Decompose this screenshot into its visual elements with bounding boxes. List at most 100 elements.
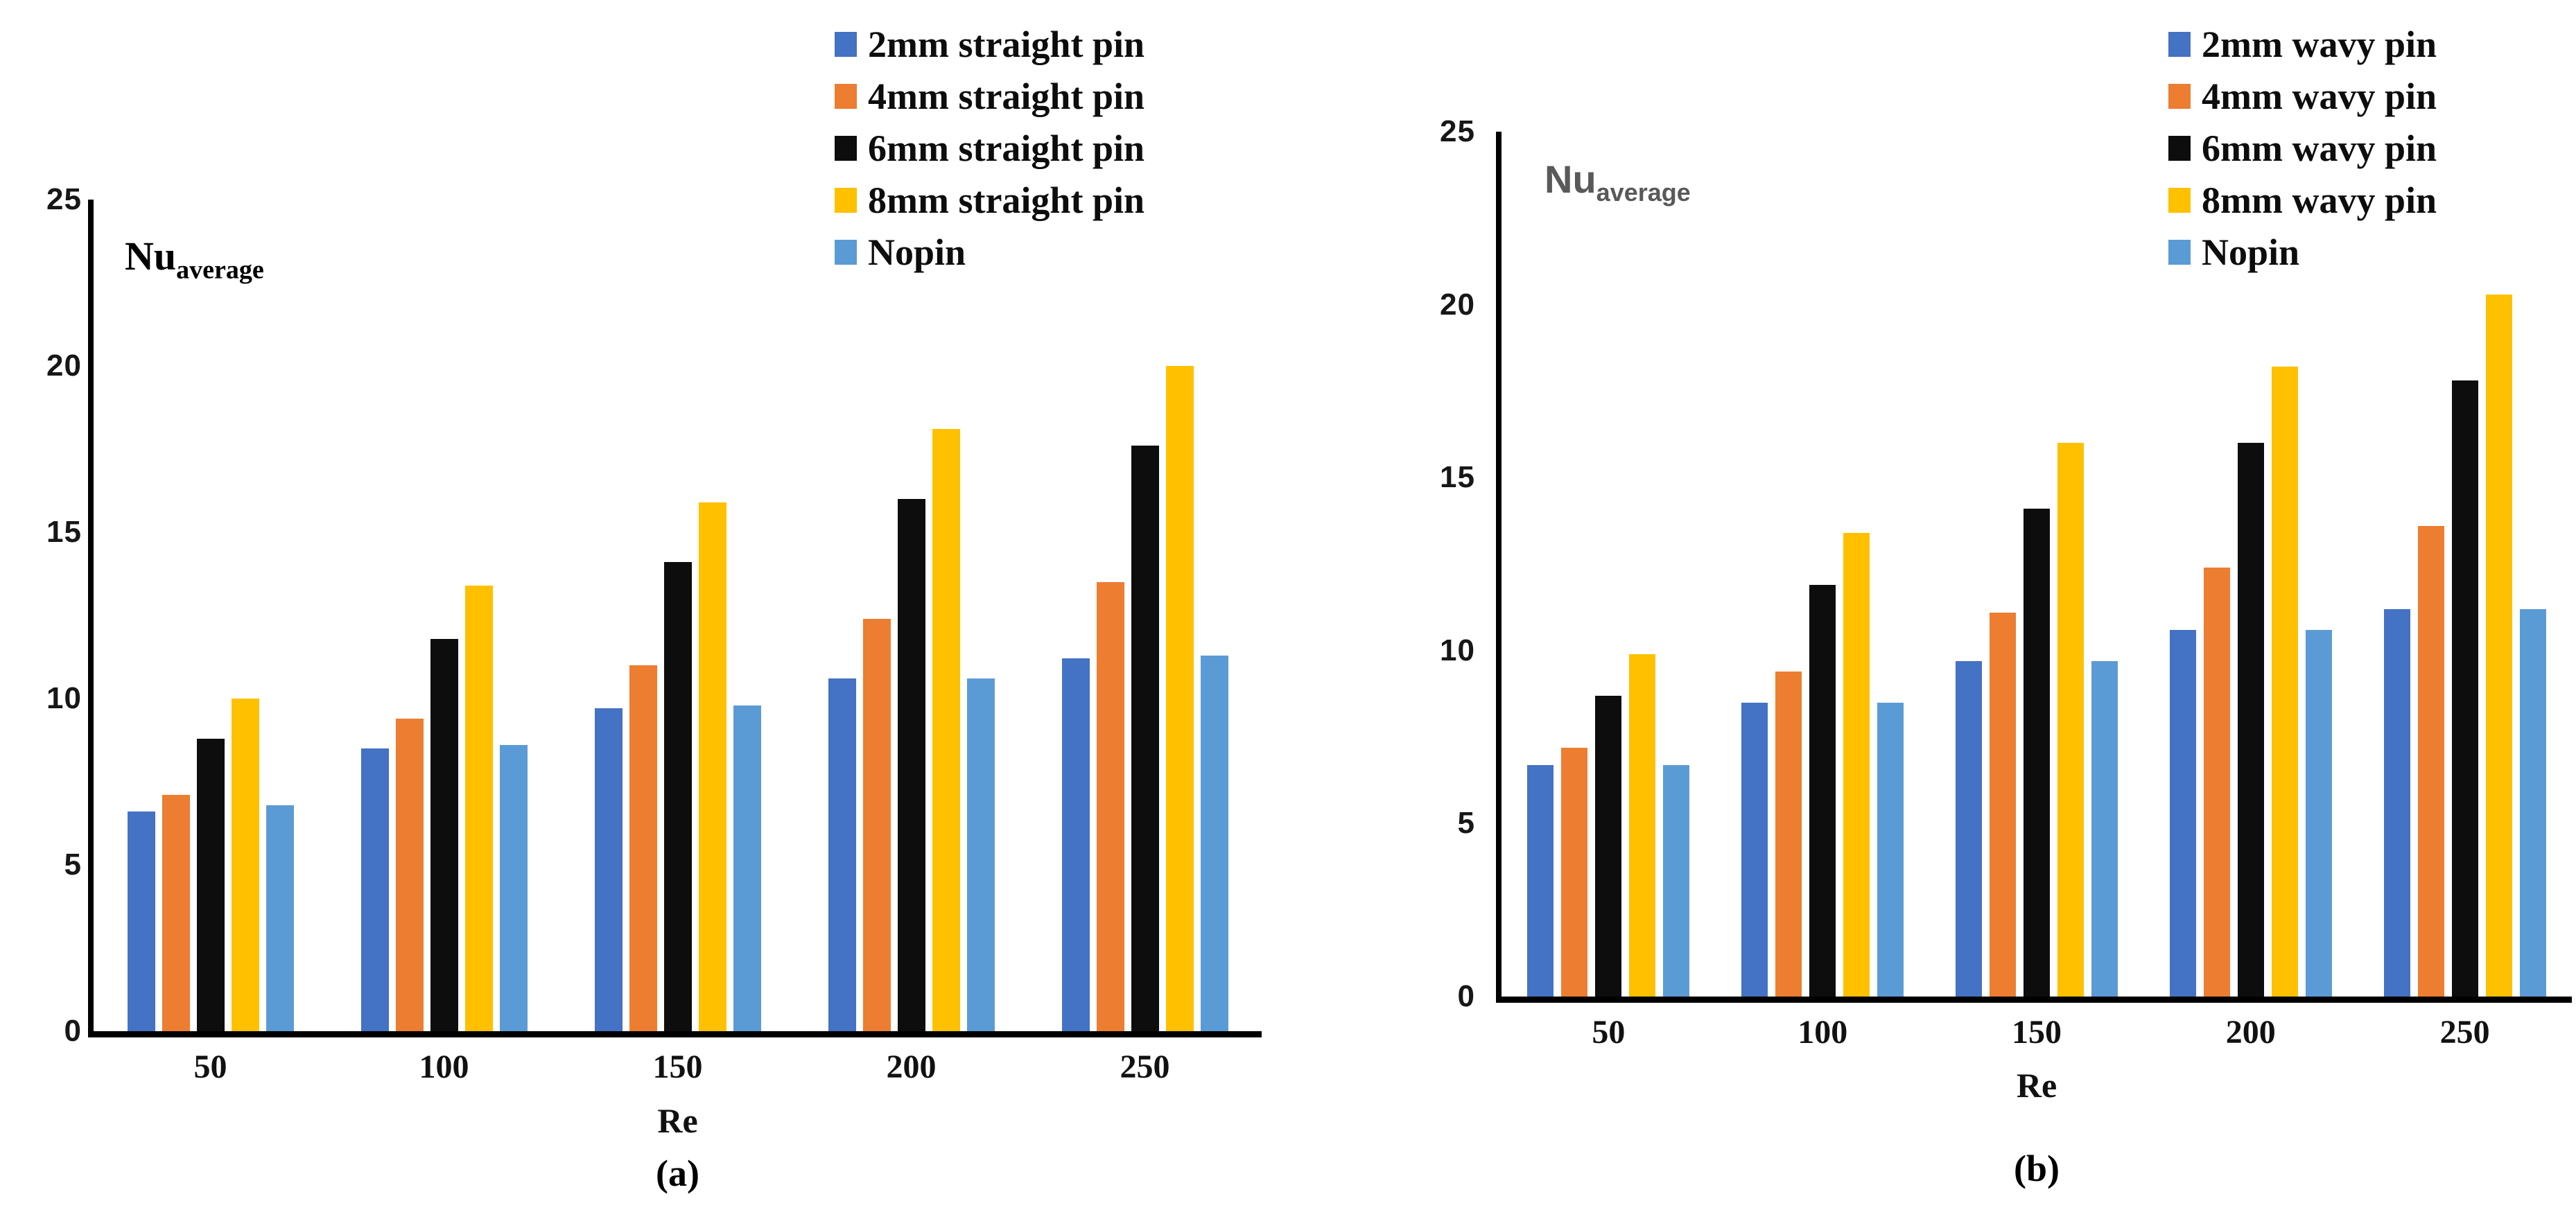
x-axis-tick-labels: 50 100 150 200 250	[94, 1048, 1262, 1086]
legend-swatch-icon	[2168, 187, 2191, 213]
plot-area	[88, 200, 1262, 1037]
y-axis-title-base: Nu	[125, 234, 177, 279]
x-tick-label-200: 200	[886, 1049, 937, 1085]
bar-2mm-straight-pin-re-50	[127, 812, 155, 1031]
bar-4mm-straight-pin-re-250	[1096, 582, 1124, 1031]
bar-nopin-re-100	[1877, 703, 1904, 997]
legend-item-4mm-wavy-pin: 4mm wavy pin	[2168, 70, 2437, 122]
bar-4mm-wavy-pin-re-150	[1989, 613, 2016, 997]
bar-6mm-straight-pin-re-100	[430, 639, 458, 1031]
bar-8mm-wavy-pin-re-150	[2057, 443, 2084, 997]
x-tick-label-100: 100	[419, 1049, 469, 1085]
bar-6mm-wavy-pin-re-200	[2237, 443, 2264, 997]
y-tick-label-25: 25	[46, 182, 82, 216]
bar-cluster-re-200	[794, 429, 1028, 1031]
bar-2mm-wavy-pin-re-150	[1955, 661, 1982, 997]
bar-2mm-wavy-pin-re-250	[2383, 609, 2410, 997]
bar-2mm-wavy-pin-re-50	[1527, 765, 1554, 997]
legend-item-2mm-wavy-pin: 2mm wavy pin	[2168, 18, 2437, 70]
legend-item-nopin: Nopin	[2168, 226, 2437, 278]
legend-swatch-icon	[2168, 135, 2191, 161]
bar-nopin-re-50	[1663, 765, 1690, 997]
bar-6mm-straight-pin-re-50	[196, 739, 225, 1031]
bar-nopin-re-200	[966, 678, 995, 1031]
x-axis-title: Re	[657, 1101, 698, 1140]
bar-cluster-re-150	[561, 502, 794, 1031]
x-tick-label-200: 200	[2225, 1014, 2276, 1051]
y-tick-label-5: 5	[1457, 806, 1475, 841]
bar-8mm-wavy-pin-re-100	[1843, 533, 1870, 997]
bar-cluster-re-50	[1502, 654, 1716, 997]
legend-swatch-icon	[835, 239, 857, 265]
x-tick-label-50: 50	[1592, 1014, 1626, 1051]
y-axis-title: Nuaverage	[125, 233, 264, 283]
legend-item-2mm-straight-pin: 2mm straight pin	[835, 18, 1145, 70]
bar-8mm-wavy-pin-re-250	[2485, 295, 2512, 997]
x-axis-tick-labels: 50 100 150 200 250	[1502, 1013, 2572, 1051]
bar-nopin-re-150	[733, 705, 761, 1031]
legend-item-8mm-wavy-pin: 8mm wavy pin	[2168, 174, 2437, 226]
bar-8mm-straight-pin-re-100	[464, 586, 493, 1031]
y-tick-label-20: 20	[1440, 287, 1475, 322]
legend-swatch-icon	[2168, 31, 2191, 57]
legend-item-6mm-straight-pin: 6mm straight pin	[835, 122, 1145, 174]
bar-4mm-straight-pin-re-50	[162, 795, 190, 1031]
bar-cluster-re-100	[327, 586, 561, 1031]
bar-8mm-straight-pin-re-200	[932, 429, 960, 1031]
bar-cluster-re-250	[1028, 366, 1262, 1031]
bar-cluster-re-50	[94, 699, 327, 1031]
legend: 2mm wavy pin 4mm wavy pin 6mm wavy pin 8mm …	[2168, 18, 2437, 278]
plot-area	[1496, 132, 2572, 1003]
y-tick-label-0: 0	[1457, 979, 1475, 1013]
bar-nopin-re-150	[2091, 661, 2118, 997]
panel-caption: (a)	[656, 1152, 699, 1194]
y-tick-label-10: 10	[46, 681, 82, 715]
legend-label: 4mm straight pin	[868, 75, 1145, 117]
legend-item-nopin: Nopin	[835, 226, 1145, 278]
bar-6mm-wavy-pin-re-50	[1595, 696, 1622, 997]
y-axis-tick-labels: 25 20 15 10 5 0	[7, 182, 82, 1048]
bar-nopin-re-250	[1200, 656, 1228, 1031]
bar-4mm-wavy-pin-re-250	[2417, 526, 2444, 997]
bar-4mm-wavy-pin-re-100	[1775, 672, 1802, 997]
bar-2mm-straight-pin-re-200	[828, 678, 856, 1031]
bar-6mm-wavy-pin-re-150	[2023, 509, 2050, 997]
legend-label: 2mm wavy pin	[2202, 23, 2437, 65]
panel-caption: (b)	[2014, 1148, 2060, 1189]
bar-8mm-straight-pin-re-250	[1165, 366, 1194, 1031]
legend-label: 8mm straight pin	[868, 179, 1145, 221]
legend-item-6mm-wavy-pin: 6mm wavy pin	[2168, 122, 2437, 174]
bar-2mm-wavy-pin-re-200	[2169, 630, 2196, 997]
legend-label: 8mm wavy pin	[2202, 179, 2437, 221]
bar-4mm-straight-pin-re-200	[862, 619, 891, 1031]
bar-2mm-wavy-pin-re-100	[1741, 703, 1768, 997]
bar-nopin-re-50	[266, 805, 294, 1031]
bar-4mm-straight-pin-re-100	[395, 719, 424, 1031]
bar-nopin-re-200	[2305, 630, 2332, 997]
bar-cluster-re-250	[2358, 295, 2572, 997]
bar-4mm-wavy-pin-re-50	[1561, 748, 1588, 997]
bar-cluster-re-100	[1716, 533, 1930, 997]
legend-swatch-icon	[835, 31, 857, 57]
x-tick-label-150: 150	[652, 1049, 703, 1085]
y-tick-label-15: 15	[46, 515, 82, 549]
bar-cluster-re-150	[1930, 443, 2144, 997]
bar-2mm-straight-pin-re-150	[594, 708, 623, 1031]
legend-swatch-icon	[835, 135, 857, 161]
legend-label: 2mm straight pin	[868, 23, 1145, 65]
legend-label: Nopin	[868, 231, 966, 273]
y-tick-label-25: 25	[1440, 114, 1475, 148]
y-tick-label-10: 10	[1440, 633, 1475, 667]
bar-6mm-straight-pin-re-150	[663, 562, 692, 1031]
y-axis-title: Nuaverage	[1544, 157, 1691, 205]
bar-4mm-wavy-pin-re-200	[2203, 568, 2230, 997]
bar-8mm-straight-pin-re-150	[698, 502, 726, 1031]
y-axis-tick-labels: 25 20 15 10 5 0	[1400, 114, 1475, 1013]
x-tick-label-150: 150	[2011, 1014, 2062, 1051]
bar-nopin-re-250	[2519, 609, 2546, 997]
legend-swatch-icon	[2168, 239, 2191, 265]
bar-2mm-straight-pin-re-250	[1061, 658, 1090, 1031]
x-tick-label-250: 250	[2439, 1014, 2490, 1051]
bar-2mm-straight-pin-re-100	[360, 748, 389, 1031]
